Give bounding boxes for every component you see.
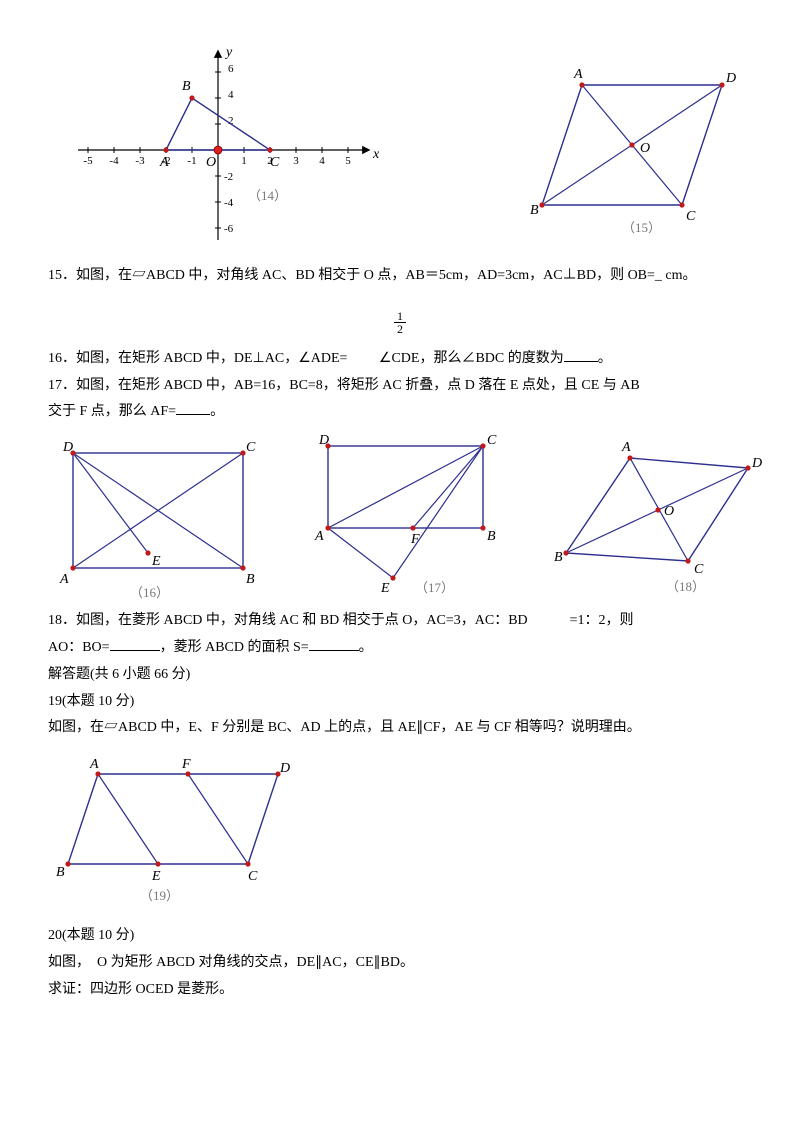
svg-text:E: E [151,869,161,884]
svg-text:（16）: （16） [130,585,169,600]
svg-text:O: O [640,141,650,156]
question-15: 15．如图，在▱ABCD 中，对角线 AC、BD 相交于 O 点，AB＝5cm，… [48,264,752,288]
svg-text:D: D [725,71,736,86]
svg-text:D: D [751,456,762,471]
question-16-tail: 。 [598,351,612,366]
svg-text:6: 6 [228,63,234,75]
figure-14: -5 -4 -3 -2 -1 1 2 3 4 5 6 4 2 -2 -4 -6 [48,40,388,260]
svg-text:1: 1 [241,155,247,167]
svg-text:y: y [224,45,233,60]
svg-text:C: C [270,155,280,170]
svg-text:A: A [159,155,169,170]
svg-text:-5: -5 [83,155,93,167]
svg-text:B: B [554,550,563,565]
svg-text:（17）: （17） [415,580,454,595]
svg-text:（14）: （14） [248,188,287,203]
figure-16: D C A B E （16） [48,433,263,603]
question-20-line1: 如图， O 为矩形 ABCD 对角线的交点，DE∥AC，CE∥BD。 [48,951,752,975]
svg-text:F: F [410,532,420,547]
svg-text:C: C [487,433,497,448]
question-18-part2: ，菱形 ABCD 的面积 S= [160,640,309,655]
svg-text:B: B [487,529,496,544]
question-17-tail: 。 [210,404,224,419]
svg-text:B: B [56,865,65,880]
svg-text:4: 4 [319,155,325,167]
svg-text:B: B [182,79,191,94]
question-18-tail: 。 [359,640,373,655]
question-20-heading: 20(本题 10 分) [48,924,752,948]
question-19: 如图，在▱ABCD 中，E、F 分别是 BC、AD 上的点，且 AE∥CF，AE… [48,716,752,740]
svg-text:-6: -6 [224,223,234,235]
question-17-line2: 交于 F 点，那么 AF= 。 [48,400,752,424]
svg-text:E: E [380,581,390,596]
svg-text:C: C [248,869,258,884]
figure-19: A F D B E C （19） [48,752,303,907]
svg-text:A: A [621,440,631,455]
question-17-line1: 17．如图，在矩形 ABCD 中，AB=16，BC=8，将矩形 AC 折叠，点 … [48,374,752,398]
svg-text:A: A [314,529,324,544]
figure-18: A D C B O （18） [548,433,763,603]
svg-text:4: 4 [228,89,234,101]
question-19-heading: 19(本题 10 分) [48,690,752,714]
blank-18b [309,637,359,651]
svg-text:A: A [59,572,69,587]
svg-text:-3: -3 [135,155,145,167]
svg-text:（18）: （18） [666,579,705,594]
svg-text:C: C [686,209,696,224]
blank-17 [176,401,210,415]
svg-text:C: C [694,562,704,577]
svg-text:x: x [372,147,380,162]
svg-text:-4: -4 [224,197,234,209]
section-heading: 解答题(共 6 小题 66 分) [48,663,752,687]
question-18-line2: AO：BO= ，菱形 ABCD 的面积 S= 。 [48,636,752,660]
question-16: 16．如图，在矩形 ABCD 中，DE⊥AC，∠ADE= ∠CDE，那么∠BDC… [48,347,752,371]
svg-text:B: B [246,572,255,587]
svg-text:B: B [530,203,539,218]
figure-17: D C A B F E （17） [303,428,508,603]
svg-text:（15）: （15） [622,220,661,235]
svg-text:5: 5 [345,155,351,167]
svg-text:F: F [181,757,191,772]
svg-text:-1: -1 [187,155,196,167]
svg-text:D: D [62,440,73,455]
question-16-text: 16．如图，在矩形 ABCD 中，DE⊥AC，∠ADE= ∠CDE，那么∠BDC… [48,351,564,366]
svg-text:O: O [206,155,216,170]
svg-text:E: E [151,554,161,569]
svg-text:O: O [664,504,674,519]
svg-text:-4: -4 [109,155,119,167]
svg-text:D: D [318,433,329,448]
fraction-1-2: 12 [48,310,752,335]
svg-text:3: 3 [293,155,299,167]
svg-text:-2: -2 [224,171,233,183]
svg-text:C: C [246,440,256,455]
question-20-line2: 求证：四边形 OCED 是菱形。 [48,978,752,1002]
question-17-text2: 交于 F 点，那么 AF= [48,404,176,419]
question-18-part1: AO：BO= [48,640,110,655]
blank-16 [564,348,598,362]
svg-text:D: D [279,761,290,776]
blank-18a [110,637,160,651]
question-18-line1: 18．如图，在菱形 ABCD 中，对角线 AC 和 BD 相交于点 O，AC=3… [48,609,752,633]
svg-text:A: A [573,67,583,82]
svg-text:（19）: （19） [140,888,179,903]
svg-text:A: A [89,757,99,772]
figure-15: A D C B O （15） [512,60,752,240]
